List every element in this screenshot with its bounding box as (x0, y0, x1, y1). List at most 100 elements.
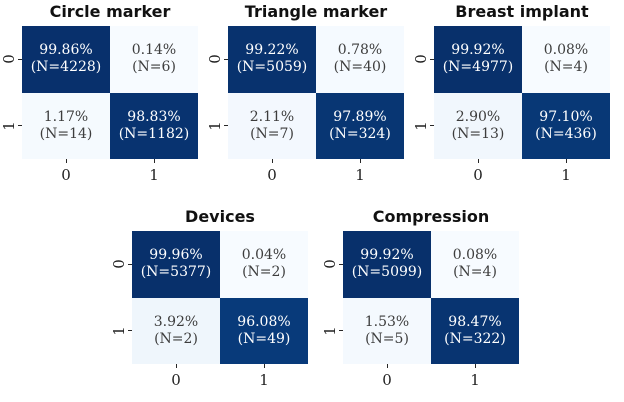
cell-percent: 97.89% (333, 108, 387, 125)
y-tick-label: 1 (412, 120, 430, 131)
cell-count: (N=5377) (140, 264, 212, 281)
heatmap: 99.92% (N=5099) 0.08% (N=4) 1.53% (N=5) 98.47%… (343, 231, 519, 364)
cell-percent: 2.11% (249, 108, 295, 125)
heatmap: 99.22% (N=5059) 0.78% (N=40) 2.11% (N=7) 97.89… (228, 26, 404, 159)
x-tick-mark (474, 364, 476, 368)
x-tick-label: 0 (382, 371, 392, 389)
cell-count: (N=7) (250, 125, 294, 142)
heatmap-cell: 2.11% (N=7) (228, 92, 316, 159)
cell-percent: 0.04% (241, 247, 287, 264)
y-tick-label: 1 (321, 325, 339, 336)
cell-percent: 2.90% (455, 108, 501, 125)
cell-count: (N=1182) (118, 125, 190, 142)
cell-count: (N=324) (329, 125, 391, 142)
heatmap-cell: 3.92% (N=2) (132, 297, 220, 364)
heatmap-cell: 0.08% (N=4) (431, 231, 519, 298)
cell-count: (N=4228) (30, 59, 102, 76)
panel-title: Compression (372, 207, 490, 226)
heatmap-cell: 99.92% (N=4977) (434, 26, 522, 93)
cell-percent: 98.83% (127, 108, 181, 125)
heatmap-cell: 99.96% (N=5377) (132, 231, 220, 298)
y-tick-mark (224, 125, 228, 127)
x-tick-label: 1 (149, 166, 159, 184)
y-tick-mark (339, 263, 343, 265)
y-tick-mark (430, 58, 434, 60)
cell-percent: 0.08% (452, 247, 498, 264)
panel-title: Triangle marker (244, 2, 388, 21)
cell-count: (N=13) (451, 125, 505, 142)
heatmap-cell: 2.90% (N=13) (434, 92, 522, 159)
x-tick-label: 1 (259, 371, 269, 389)
cell-count: (N=6) (132, 59, 176, 76)
heatmap-cell: 0.04% (N=2) (220, 231, 308, 298)
confusion-matrix-panel: Devices 99.96% (N=5377) 0.04% (N=2) 3.92% (N=2… (110, 205, 308, 402)
heatmap-cell: 97.10% (N=436) (522, 92, 610, 159)
cell-percent: 96.08% (237, 313, 291, 330)
cell-percent: 99.96% (149, 247, 203, 264)
cell-count: (N=40) (333, 59, 387, 76)
cell-count: (N=4977) (442, 59, 514, 76)
x-tick-label: 0 (267, 166, 277, 184)
x-tick-label: 0 (473, 166, 483, 184)
x-tick-mark (271, 159, 273, 163)
y-tick-label: 1 (110, 325, 128, 336)
y-tick-label: 1 (0, 120, 18, 131)
heatmap-cell: 97.89% (N=324) (316, 92, 404, 159)
cell-count: (N=5059) (236, 59, 308, 76)
heatmap-cell: 0.78% (N=40) (316, 26, 404, 93)
y-tick-label: 0 (206, 54, 224, 65)
x-tick-mark (565, 159, 567, 163)
cell-percent: 99.22% (245, 42, 299, 59)
heatmap: 99.96% (N=5377) 0.04% (N=2) 3.92% (N=2) 96.08%… (132, 231, 308, 364)
y-tick-mark (430, 125, 434, 127)
heatmap-cell: 96.08% (N=49) (220, 297, 308, 364)
y-tick-mark (339, 330, 343, 332)
cell-percent: 98.47% (448, 313, 502, 330)
cell-count: (N=5099) (351, 264, 423, 281)
cell-percent: 99.92% (451, 42, 505, 59)
x-tick-mark (359, 159, 361, 163)
cell-percent: 0.78% (337, 42, 383, 59)
panel-title: Devices (185, 207, 255, 226)
y-tick-label: 1 (206, 120, 224, 131)
x-tick-label: 0 (171, 371, 181, 389)
cell-count: (N=4) (544, 59, 588, 76)
heatmap-cell: 1.53% (N=5) (343, 297, 431, 364)
heatmap-cell: 0.14% (N=6) (110, 26, 198, 93)
y-tick-label: 0 (321, 259, 339, 270)
cell-percent: 99.86% (39, 42, 93, 59)
cell-percent: 3.92% (153, 313, 199, 330)
confusion-matrix-panel: Circle marker 99.86% (N=4228) 0.14% (N=6) 1.1… (0, 0, 198, 200)
confusion-matrix-panel: Compression 99.92% (N=5099) 0.08% (N=4) 1.53%… (321, 205, 519, 402)
cell-percent: 1.53% (364, 313, 410, 330)
cell-count: (N=49) (237, 330, 291, 347)
panel-title: Breast implant (455, 2, 589, 21)
cell-count: (N=2) (154, 330, 198, 347)
cell-percent: 1.17% (43, 108, 89, 125)
heatmap-cell: 98.83% (N=1182) (110, 92, 198, 159)
cell-count: (N=322) (444, 330, 506, 347)
heatmap-cell: 1.17% (N=14) (22, 92, 110, 159)
x-tick-mark (263, 364, 265, 368)
heatmap-cell: 0.08% (N=4) (522, 26, 610, 93)
y-tick-mark (18, 125, 22, 127)
cell-count: (N=5) (365, 330, 409, 347)
heatmap-cell: 99.86% (N=4228) (22, 26, 110, 93)
x-tick-label: 1 (355, 166, 365, 184)
y-tick-label: 0 (110, 259, 128, 270)
heatmap: 99.92% (N=4977) 0.08% (N=4) 2.90% (N=13) 97.10… (434, 26, 610, 159)
y-tick-label: 0 (0, 54, 18, 65)
y-tick-mark (224, 58, 228, 60)
x-tick-mark (153, 159, 155, 163)
heatmap-cell: 98.47% (N=322) (431, 297, 519, 364)
x-tick-mark (175, 364, 177, 368)
cell-percent: 0.14% (131, 42, 177, 59)
y-tick-mark (128, 330, 132, 332)
x-tick-mark (65, 159, 67, 163)
y-tick-mark (128, 263, 132, 265)
panel-title: Circle marker (49, 2, 171, 21)
cell-count: (N=4) (453, 264, 497, 281)
cell-percent: 99.92% (360, 247, 414, 264)
confusion-matrix-panel: Triangle marker 99.22% (N=5059) 0.78% (N=40)… (206, 0, 404, 200)
